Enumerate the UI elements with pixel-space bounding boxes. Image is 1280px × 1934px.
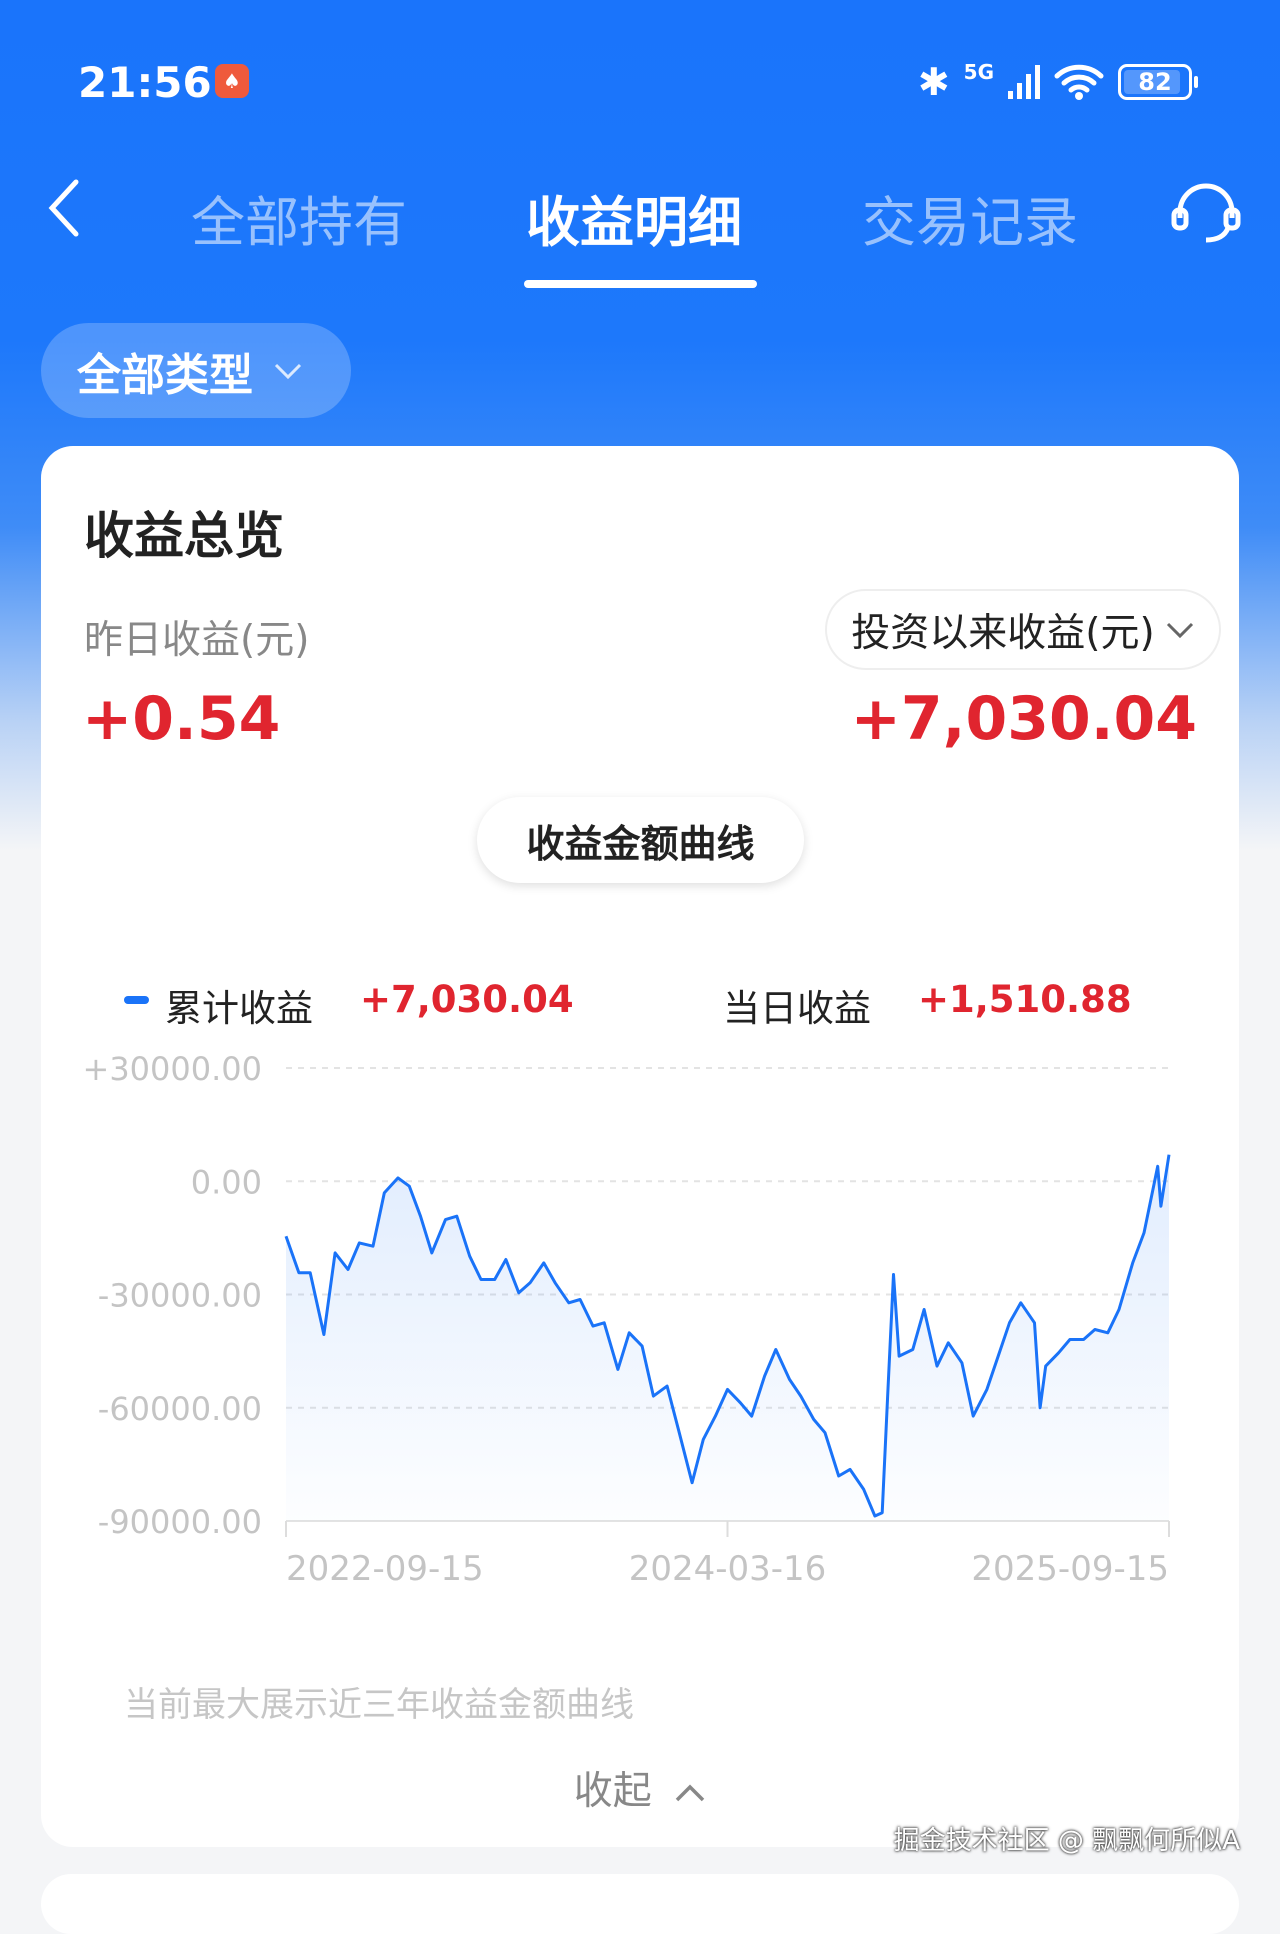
earnings-chart[interactable]: +30000.00 0.00 -30000.00 -60000.00 -90000.00…	[0, 0, 1280, 1889]
collapse-label: 收起	[574, 1769, 652, 1814]
y-tick-label: -30000.00	[98, 1277, 262, 1315]
x-tick-label: 2025-09-15	[971, 1549, 1169, 1589]
collapse-button[interactable]: 收起	[0, 1760, 1280, 1816]
y-tick-label: +30000.00	[83, 1050, 263, 1088]
watermark: 掘金技术社区 @ 飘飘何所似A	[894, 1820, 1240, 1857]
y-tick-label: 0.00	[191, 1163, 262, 1201]
chevron-up-icon	[674, 1782, 706, 1804]
chart-range-note: 当前最大展示近三年收益金额曲线	[124, 1677, 634, 1726]
y-tick-label: -90000.00	[98, 1503, 262, 1541]
x-tick-label: 2022-09-15	[286, 1549, 484, 1589]
y-tick-label: -60000.00	[98, 1390, 262, 1428]
x-tick-label: 2024-03-16	[629, 1549, 827, 1589]
